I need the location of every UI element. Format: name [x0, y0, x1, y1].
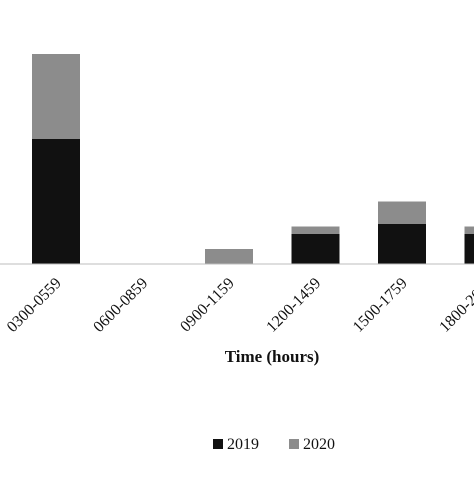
legend-swatch-2019 — [213, 439, 223, 449]
x-tick-label: 0900-1159 — [177, 275, 238, 336]
x-tick-label: 0600-0859 — [90, 275, 151, 336]
x-tick-label: 1500-1759 — [350, 275, 411, 336]
bar-2019-0300-0559 — [32, 139, 80, 264]
x-tick-label: 1200-1459 — [263, 275, 324, 336]
x-tick-label: 0300-0559 — [4, 275, 65, 336]
bar-2019-1200-1459 — [292, 234, 340, 264]
bar-2020-1800-2059 — [465, 227, 474, 235]
bar-2020-1500-1759 — [378, 202, 426, 225]
x-tick-label: 1800-2059 — [436, 275, 474, 336]
legend-label-2019: 2019 — [227, 436, 259, 453]
legend-label-2020: 2020 — [303, 436, 335, 453]
bar-2020-0300-0559 — [32, 54, 80, 139]
legend: 2019 2020 — [213, 436, 335, 453]
bar-2020-1200-1459 — [292, 227, 340, 235]
bar-2020-0900-1159 — [205, 249, 253, 264]
bars-group — [32, 54, 474, 264]
x-tick-labels: 0300-0559 0600-0859 0900-1159 1200-1459 1500… — [4, 275, 474, 336]
legend-swatch-2020 — [289, 439, 299, 449]
bar-2019-1800-2059 — [465, 234, 474, 264]
bar-2019-1500-1759 — [378, 224, 426, 264]
x-axis-title: Time (hours) — [225, 347, 320, 366]
